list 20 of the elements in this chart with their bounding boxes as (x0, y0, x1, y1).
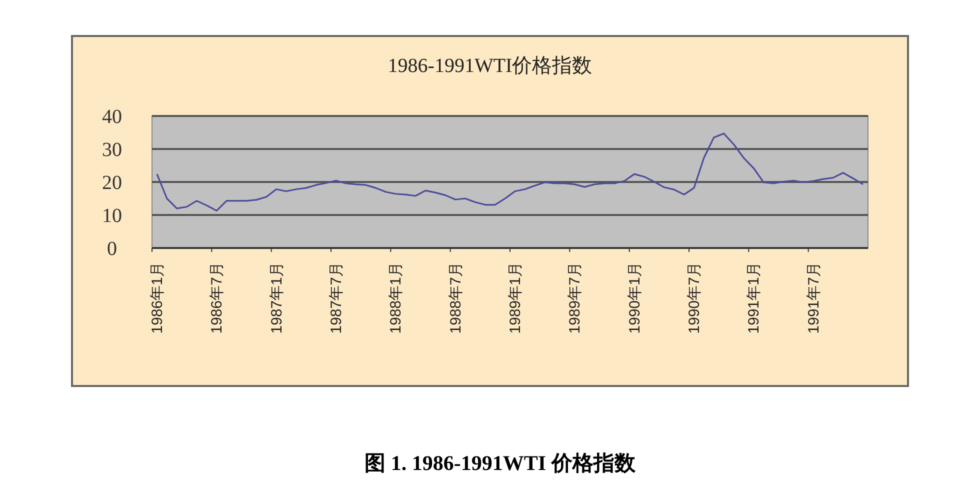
x-tick-label: 1990年1月 (626, 262, 644, 334)
x-tick-label: 1989年7月 (566, 262, 584, 334)
x-tick-label: 1989年1月 (506, 262, 524, 334)
x-tick-label: 1988年7月 (447, 262, 464, 334)
y-tick-label: 40 (102, 106, 122, 128)
x-tick-label: 1986年1月 (148, 262, 166, 334)
x-tick-label: 1991年1月 (746, 262, 763, 334)
y-tick-label: 0 (107, 238, 117, 260)
caption: 图 1. 1986-1991WTI 价格指数 (364, 451, 636, 475)
x-tick-label: 1990年7月 (686, 262, 703, 334)
line-series (156, 132, 864, 212)
x-tick-label: 1991年7月 (805, 262, 822, 334)
x-tick-label: 1987年1月 (268, 262, 286, 334)
chart-title: 1986-1991WTI价格指数 (388, 55, 592, 77)
x-tick-label: 1986年7月 (208, 262, 226, 334)
x-tick-label: 1988年1月 (388, 262, 405, 334)
y-tick-label: 10 (102, 205, 122, 227)
x-tick-label: 1987年7月 (328, 262, 345, 334)
y-tick-label: 30 (102, 139, 122, 161)
y-tick-label: 20 (102, 172, 122, 194)
